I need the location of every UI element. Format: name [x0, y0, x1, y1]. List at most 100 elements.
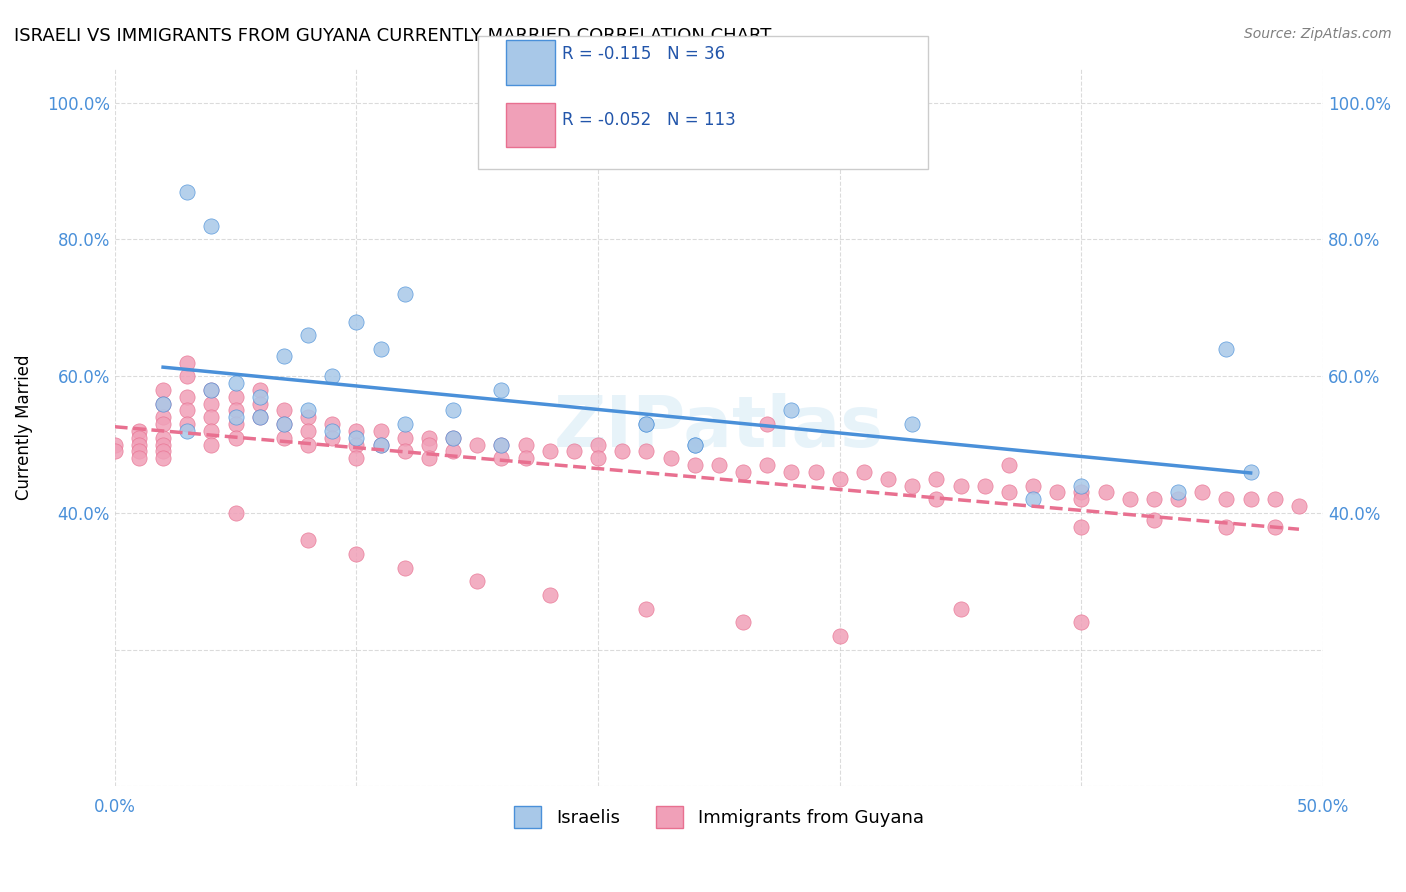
Point [394, 560, 416, 574]
Point [370, 424, 392, 438]
Point [200, 219, 222, 233]
Point [104, 437, 127, 451]
Text: R = -0.115   N = 36: R = -0.115 N = 36 [562, 45, 725, 62]
Point [636, 444, 658, 458]
Point [659, 451, 682, 466]
Point [128, 431, 150, 445]
Point [562, 444, 585, 458]
Point [200, 410, 222, 425]
Point [394, 287, 416, 301]
Point [418, 431, 440, 445]
Point [949, 478, 972, 492]
Point [346, 314, 368, 328]
Point [491, 437, 513, 451]
Point [1264, 519, 1286, 533]
Point [176, 390, 198, 404]
Point [321, 424, 343, 438]
Point [515, 451, 537, 466]
Point [1215, 519, 1237, 533]
Point [370, 437, 392, 451]
Point [176, 417, 198, 431]
Point [152, 417, 174, 431]
Point [1143, 513, 1166, 527]
Point [128, 437, 150, 451]
Point [394, 444, 416, 458]
Point [998, 458, 1021, 472]
Point [249, 383, 271, 397]
Point [200, 383, 222, 397]
Point [1070, 485, 1092, 500]
Point [1143, 492, 1166, 507]
Point [370, 342, 392, 356]
Point [321, 417, 343, 431]
Point [1215, 492, 1237, 507]
Point [804, 465, 827, 479]
Point [321, 369, 343, 384]
Point [1022, 478, 1045, 492]
Point [756, 417, 779, 431]
Point [225, 410, 247, 425]
Point [1094, 485, 1116, 500]
Point [346, 547, 368, 561]
Point [152, 431, 174, 445]
Point [491, 451, 513, 466]
Point [683, 458, 706, 472]
Point [780, 465, 803, 479]
Point [152, 444, 174, 458]
Point [418, 451, 440, 466]
Point [1119, 492, 1142, 507]
Point [200, 424, 222, 438]
Point [515, 437, 537, 451]
Text: ZIPatlas: ZIPatlas [554, 393, 884, 462]
Point [249, 390, 271, 404]
Point [297, 533, 319, 548]
Text: Source: ZipAtlas.com: Source: ZipAtlas.com [1244, 27, 1392, 41]
Point [152, 410, 174, 425]
Point [441, 431, 464, 445]
Point [877, 472, 900, 486]
Text: ISRAELI VS IMMIGRANTS FROM GUYANA CURRENTLY MARRIED CORRELATION CHART: ISRAELI VS IMMIGRANTS FROM GUYANA CURREN… [14, 27, 772, 45]
Point [273, 349, 295, 363]
Point [998, 485, 1021, 500]
Point [1288, 499, 1310, 513]
Point [200, 383, 222, 397]
Point [733, 615, 755, 630]
Point [273, 417, 295, 431]
Point [1070, 615, 1092, 630]
Point [200, 396, 222, 410]
Point [346, 437, 368, 451]
Point [152, 396, 174, 410]
Point [346, 431, 368, 445]
Point [636, 417, 658, 431]
Point [176, 185, 198, 199]
Point [636, 417, 658, 431]
Point [176, 403, 198, 417]
Point [249, 410, 271, 425]
Point [176, 355, 198, 369]
Point [901, 417, 924, 431]
Point [1191, 485, 1213, 500]
Point [925, 492, 948, 507]
Point [346, 424, 368, 438]
Point [128, 451, 150, 466]
Point [949, 601, 972, 615]
Point [901, 478, 924, 492]
Point [225, 431, 247, 445]
Point [225, 506, 247, 520]
Point [733, 465, 755, 479]
Point [538, 588, 561, 602]
Point [1215, 342, 1237, 356]
Point [297, 328, 319, 343]
Point [465, 574, 488, 589]
Point [441, 431, 464, 445]
Point [346, 451, 368, 466]
Point [586, 437, 609, 451]
Point [273, 403, 295, 417]
Point [491, 437, 513, 451]
Point [780, 403, 803, 417]
Point [152, 451, 174, 466]
Point [465, 437, 488, 451]
Point [683, 437, 706, 451]
Point [852, 465, 875, 479]
Point [273, 431, 295, 445]
